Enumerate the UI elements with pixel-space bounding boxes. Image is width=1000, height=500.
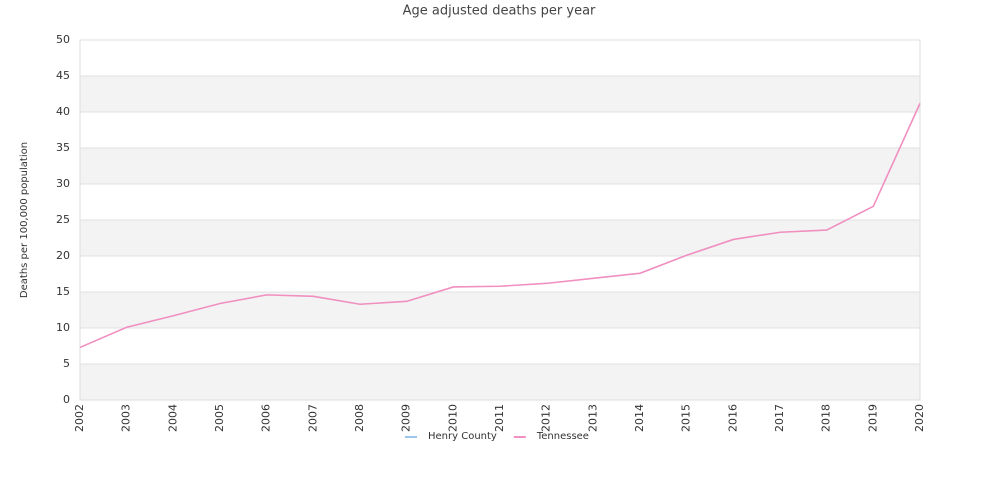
- x-tick-label: 2010: [446, 404, 459, 432]
- x-tick-label: 2015: [680, 404, 693, 432]
- y-tick-label: 20: [56, 249, 70, 262]
- x-tick-label: 2012: [540, 404, 553, 432]
- series-line: [79, 103, 921, 349]
- x-tick-label: 2003: [120, 404, 133, 432]
- y-tick-label: 5: [63, 357, 70, 370]
- x-tick-label: 2016: [726, 404, 739, 432]
- x-tick-label: 2007: [306, 404, 319, 432]
- y-tick-label: 30: [56, 177, 70, 190]
- x-tick-label: 2004: [166, 404, 179, 432]
- x-tick-label: 2008: [353, 404, 366, 432]
- grid-band: [80, 292, 920, 328]
- x-tick-label: 2013: [586, 404, 599, 432]
- x-tick-label: 2002: [73, 404, 86, 432]
- grid-band: [80, 76, 920, 112]
- legend-label: Henry County: [428, 431, 497, 442]
- x-tick-label: 2018: [820, 404, 833, 432]
- y-tick-label: 25: [56, 213, 70, 226]
- y-tick-label: 15: [56, 285, 70, 298]
- x-tick-label: 2005: [213, 404, 226, 432]
- x-tick-label: 2011: [493, 404, 506, 432]
- y-tick-label: 10: [56, 321, 70, 334]
- y-tick-label: 0: [63, 393, 70, 406]
- grid-band: [80, 364, 920, 400]
- legend-label: Tennessee: [536, 431, 589, 442]
- chart-title: Age adjusted deaths per year: [403, 4, 596, 19]
- x-tick-label: 2014: [633, 404, 646, 432]
- x-tick-label: 2006: [260, 404, 273, 432]
- x-tick-label: 2009: [400, 404, 413, 432]
- y-tick-label: 35: [56, 141, 70, 154]
- plot-frame: [79, 39, 921, 401]
- y-tick-label: 50: [56, 33, 70, 46]
- y-tick-label: 45: [56, 69, 70, 82]
- grid-band: [80, 148, 920, 184]
- y-tick-label: 40: [56, 105, 70, 118]
- y-axis-label: Deaths per 100,000 population: [19, 142, 30, 298]
- x-tick-label: 2017: [773, 404, 786, 432]
- x-tick-label: 2019: [866, 404, 879, 432]
- grid-band: [80, 220, 920, 256]
- x-tick-label: 2020: [913, 404, 926, 432]
